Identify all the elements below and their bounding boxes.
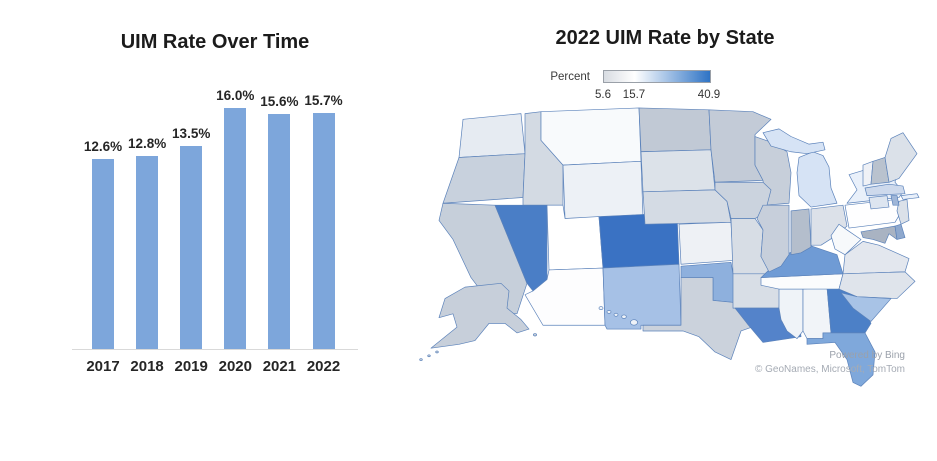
map-title: 2022 UIM Rate by State xyxy=(555,27,775,49)
bar xyxy=(180,145,203,349)
state-RI xyxy=(890,195,900,206)
bar-value-label: 15.6% xyxy=(260,94,299,110)
legend-tick-max: 40.9 xyxy=(697,89,721,101)
legend-tick-min: 5.6 xyxy=(595,89,611,101)
legend-title: Percent xyxy=(550,71,590,83)
state-WA xyxy=(458,113,526,158)
state-FL xyxy=(806,332,876,387)
state-HI xyxy=(598,306,638,326)
x-axis-tick: 2020 xyxy=(218,358,252,375)
state-MI xyxy=(762,128,838,208)
state-IL xyxy=(756,204,790,273)
bar-value-label: 12.6% xyxy=(83,139,123,155)
state-WV xyxy=(830,223,862,256)
x-axis-line xyxy=(72,349,358,350)
state-SD xyxy=(640,149,716,193)
state-CT xyxy=(868,195,890,210)
state-MD xyxy=(860,225,898,244)
state-IN xyxy=(790,208,812,256)
state-NJ xyxy=(896,199,910,225)
x-axis-tick: 2022 xyxy=(306,358,341,375)
x-axis-tick: 2018 xyxy=(130,358,164,375)
state-MT xyxy=(540,107,642,166)
bar-value-label: 12.8% xyxy=(127,136,167,152)
state-WY xyxy=(562,160,644,219)
state-ND xyxy=(638,107,712,153)
bar-value-label: 16.0% xyxy=(216,88,255,104)
state-OR xyxy=(442,153,526,204)
state-NE xyxy=(642,189,732,225)
bar xyxy=(268,114,291,349)
bar xyxy=(136,156,159,349)
state-AL xyxy=(802,286,832,339)
x-axis-tick: 2017 xyxy=(86,358,120,375)
bar xyxy=(312,112,335,349)
x-axis-tick: 2021 xyxy=(262,358,297,375)
legend-tick-mid: 15.7 xyxy=(622,89,646,101)
bar xyxy=(224,108,247,349)
state-AK xyxy=(419,282,537,361)
state-MA xyxy=(864,183,906,196)
state-TX xyxy=(642,277,758,360)
bar-chart-title: UIM Rate Over Time xyxy=(120,31,310,53)
bar-value-label: 15.7% xyxy=(304,92,343,108)
bar-value-label: 13.5% xyxy=(172,125,211,141)
x-axis-tick: 2019 xyxy=(174,358,208,375)
state-ME xyxy=(884,132,918,183)
bar xyxy=(92,159,114,349)
state-NM xyxy=(602,263,682,330)
map-attribution-bing: Powered by Bing xyxy=(829,350,905,361)
map-attribution-copyright: © GeoNames, Microsoft, TomTom xyxy=(755,364,905,375)
state-KS xyxy=(678,221,734,265)
state-DE xyxy=(894,223,906,240)
state-SC xyxy=(840,292,892,322)
legend-gradient-bar xyxy=(603,70,711,83)
us-choropleth-map xyxy=(419,107,920,387)
